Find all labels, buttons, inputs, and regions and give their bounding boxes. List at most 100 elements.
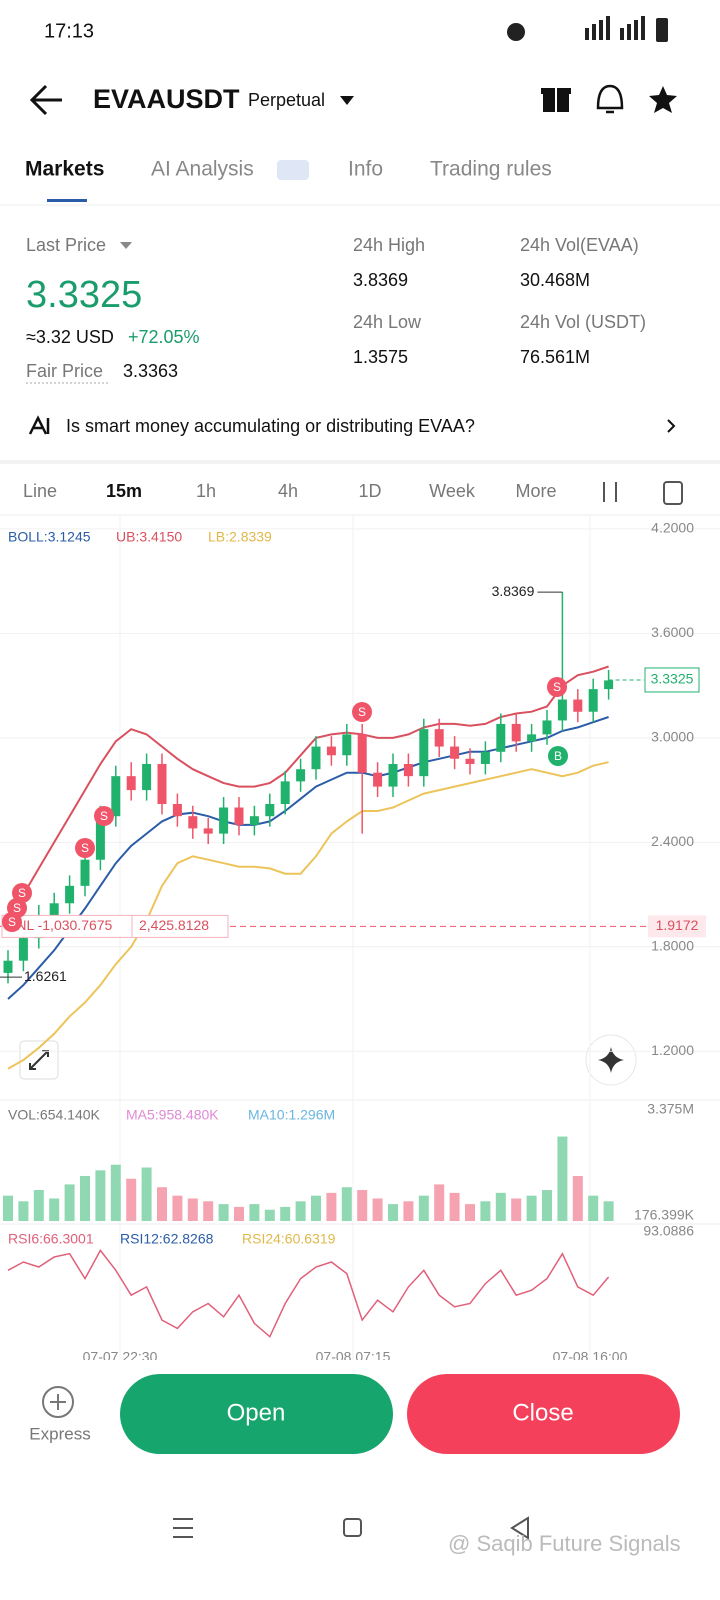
nav-home[interactable] (343, 1518, 362, 1537)
stat-label: 24h Vol (USDT) (520, 312, 646, 332)
y-tick-label: 1.2000 (651, 1042, 694, 1058)
stat-value: 76.561M (520, 347, 590, 367)
signal-marker (547, 677, 567, 697)
nav-back[interactable] (510, 1516, 529, 1540)
copy-icon[interactable] (663, 481, 683, 505)
ai-prompt[interactable]: Is smart money accumulating or distribut… (66, 416, 475, 436)
interval[interactable]: 1h (196, 481, 216, 501)
signal-marker (2, 912, 22, 932)
interval[interactable]: More (515, 481, 556, 501)
contract-type[interactable]: Perpetual (248, 90, 325, 110)
chevron[interactable] (667, 419, 676, 433)
candle-body (18, 938, 28, 961)
tab[interactable]: Markets (25, 158, 104, 181)
interval[interactable]: 1D (358, 481, 381, 501)
rsi-legend: RSI12:62.8268 (120, 1231, 214, 1247)
rsi-legend: RSI24:60.6319 (242, 1231, 336, 1247)
candle-body (296, 769, 306, 782)
signal-label: B (554, 749, 562, 763)
candle-body (265, 804, 275, 817)
close-label: Close (512, 1399, 573, 1426)
stat-value: 30.468M (520, 270, 590, 290)
volume-bar (18, 1201, 29, 1221)
volume-bar (33, 1190, 44, 1221)
candle-body (373, 772, 383, 787)
volume-bar (249, 1204, 260, 1221)
divider (0, 460, 720, 464)
volume-bar (218, 1204, 229, 1221)
status-time: 17:13 (44, 20, 94, 42)
boll-mid (7, 716, 609, 1000)
interval[interactable]: 4h (278, 481, 298, 501)
signal-label: S (81, 841, 89, 855)
gift-icon[interactable] (541, 88, 571, 112)
nav-menu[interactable] (173, 1518, 193, 1538)
candle-body (588, 689, 598, 712)
candle-body (419, 729, 429, 777)
signal-label: S (8, 915, 16, 929)
candle-body (142, 763, 152, 791)
candle-body (604, 680, 614, 690)
interval[interactable]: 15m (106, 481, 142, 501)
volume-legend: MA10:1.296M (248, 1107, 335, 1123)
signal-marker (352, 702, 372, 722)
y-tick-label: 3.0000 (651, 729, 694, 745)
sparkle-icon (598, 1047, 624, 1073)
express-icon[interactable] (42, 1386, 74, 1418)
rsi-tick-label: 93.0886 (643, 1223, 694, 1239)
volume-bar (295, 1201, 306, 1221)
tab[interactable]: AI Analysis (151, 158, 254, 181)
candle-body (450, 746, 460, 759)
bell-icon[interactable] (596, 84, 624, 114)
interval[interactable]: Line (23, 481, 57, 501)
boll-lb (7, 761, 609, 1070)
volume-bar (187, 1198, 198, 1221)
candle-body (311, 746, 321, 770)
open-button[interactable] (120, 1374, 393, 1454)
y-tick-label: 1.8000 (651, 937, 694, 953)
candle-body (80, 859, 90, 886)
volume-bar (264, 1209, 275, 1221)
volume-bar (434, 1184, 445, 1221)
express-label[interactable]: Express (29, 1424, 90, 1443)
back-button[interactable] (29, 84, 62, 116)
volume-bar (95, 1170, 106, 1221)
volume-bar (511, 1198, 522, 1221)
volume-bar (126, 1178, 137, 1221)
legend-entry: BOLL:3.1245 (8, 529, 91, 545)
volume-bar (403, 1201, 414, 1221)
stat-label: 24h Low (353, 312, 422, 332)
volume-bar (326, 1192, 337, 1221)
indicator-settings[interactable] (603, 482, 617, 502)
stat-value: 1.3575 (353, 347, 408, 367)
volume-bar (172, 1195, 183, 1221)
plus (50, 1394, 66, 1410)
candle-body (557, 699, 567, 721)
last-price-box (644, 667, 700, 693)
favorite-icon[interactable] (649, 86, 677, 113)
signal-marker (75, 838, 95, 858)
tab[interactable]: Trading rules (430, 158, 552, 181)
status-icons (507, 16, 668, 42)
tab[interactable]: Info (348, 158, 383, 181)
signal-marker (548, 746, 568, 766)
watermark: @ Saqib Future Signals (448, 1531, 681, 1556)
volume-tick-label: 3.375M (647, 1101, 694, 1117)
interval[interactable]: Week (429, 481, 476, 501)
ai-badge (277, 160, 309, 180)
dropdown-arrow (120, 242, 132, 249)
volume-bar (526, 1195, 537, 1221)
volume-legend: VOL:654.140K (8, 1107, 101, 1123)
candle-body (480, 751, 490, 764)
stat-label: Fair Price (26, 361, 103, 381)
close-button[interactable] (407, 1374, 680, 1454)
volume-bar (203, 1201, 214, 1221)
candle-body (49, 903, 59, 916)
stat-value: 3.8369 (353, 270, 408, 290)
volume-bar (341, 1187, 352, 1221)
symbol: EVAAUSDT (93, 84, 240, 114)
candle-body (3, 960, 13, 973)
volume-bar (465, 1204, 475, 1221)
volume-bar (557, 1136, 568, 1221)
